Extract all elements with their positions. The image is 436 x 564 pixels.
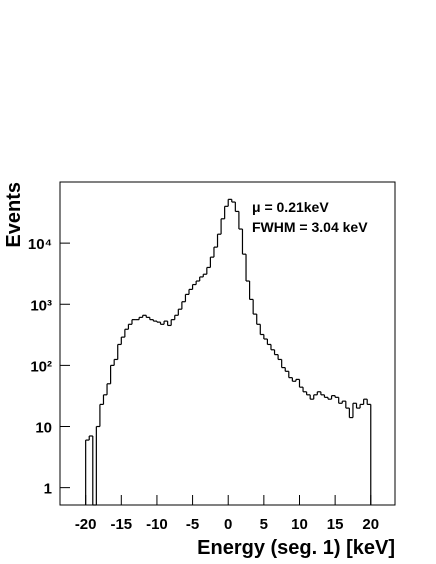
annotation: μ = 0.21keV bbox=[252, 199, 329, 215]
x-tick-label: 15 bbox=[327, 516, 344, 533]
annotation: FWHM = 3.04 keV bbox=[252, 219, 368, 235]
x-tick-label: 5 bbox=[260, 516, 268, 533]
plot-frame bbox=[59, 181, 396, 506]
x-tick-label: -10 bbox=[146, 516, 168, 533]
x-tick-label: -5 bbox=[186, 516, 199, 533]
y-axis-label: Events bbox=[3, 182, 25, 248]
y-tick-label: 10² bbox=[30, 358, 52, 375]
x-tick-label: 20 bbox=[362, 516, 379, 533]
x-tick-label: -15 bbox=[110, 516, 132, 533]
y-tick-label: 10³ bbox=[30, 297, 52, 314]
x-tick-label: 10 bbox=[291, 516, 308, 533]
y-tick-label: 10 bbox=[35, 420, 52, 437]
y-tick-label: 10⁴ bbox=[28, 236, 52, 253]
x-tick-label: 0 bbox=[224, 516, 232, 533]
x-tick-label: -20 bbox=[75, 516, 97, 533]
x-axis-label: Energy (seg. 1) [keV] bbox=[197, 537, 395, 559]
y-tick-label: 1 bbox=[44, 481, 52, 498]
